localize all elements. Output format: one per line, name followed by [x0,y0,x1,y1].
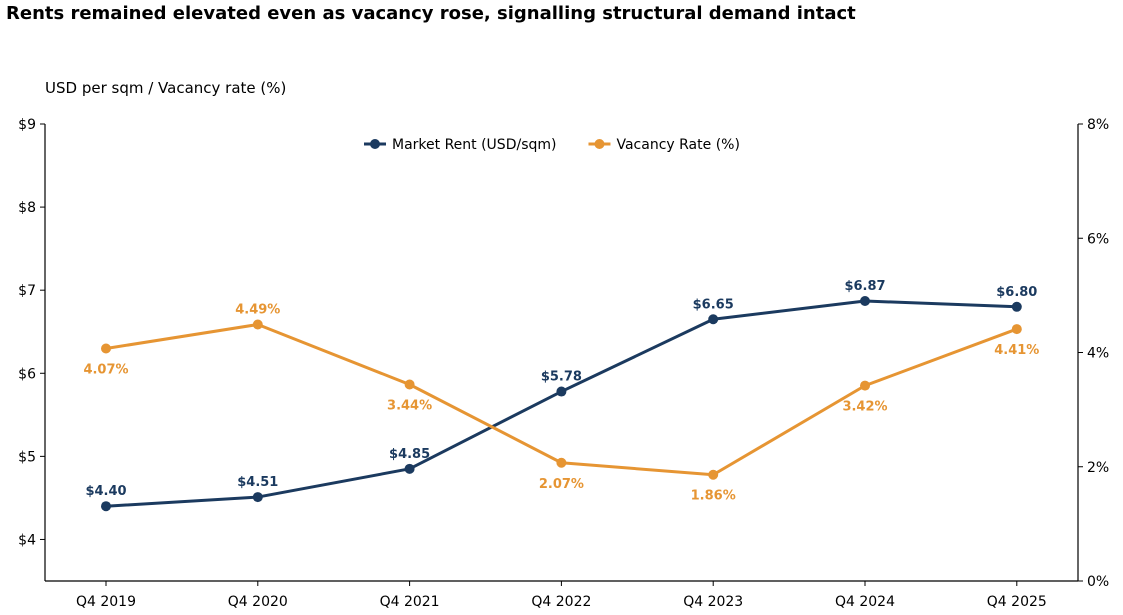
data-label: 4.07% [83,363,128,378]
series-market-rent: $4.40 $4.51 $4.85 $5.78 $6.65 $6.87 $6.80 [85,279,1037,512]
legend-label: Market Rent (USD/sqm) [392,137,556,153]
right-tick-label: 0% [1087,574,1109,590]
left-tick-label: $7 [18,283,36,299]
x-tick-label: Q4 2022 [531,594,591,610]
data-label: $6.65 [693,297,734,312]
legend-item-market-rent: Market Rent (USD/sqm) [364,137,556,153]
right-axis-ticks: 0% 2% 4% 6% 8% [1078,117,1109,590]
legend-swatch-marker [370,139,380,149]
y-axis-title: USD per sqm / Vacancy rate (%) [45,79,286,97]
right-tick-label: 2% [1087,460,1109,476]
legend: Market Rent (USD/sqm) Vacancy Rate (%) [364,137,740,153]
chart-title: Rents remained elevated even as vacancy … [6,3,856,24]
series-layer: $4.40 $4.51 $4.85 $5.78 $6.65 $6.87 $6.80 4.07%… [83,279,1039,512]
x-tick-label: Q4 2023 [683,594,743,610]
data-label: 2.07% [539,477,584,492]
left-axis-ticks: $4 $5 $6 $7 $8 $9 [18,117,45,548]
data-point [860,380,870,391]
data-label: 4.41% [994,343,1039,358]
data-label: $6.87 [844,279,885,294]
data-point [101,501,111,512]
data-point [708,469,719,480]
axes [44,124,1079,582]
data-label: $6.80 [996,285,1037,300]
data-point [1011,301,1022,312]
data-point [860,295,870,306]
x-tick-label: Q4 2021 [380,594,440,610]
data-point [556,386,567,397]
data-point [252,492,263,503]
right-tick-label: 8% [1087,117,1109,133]
data-label: $4.40 [85,484,126,499]
data-point [708,314,719,325]
x-tick-label: Q4 2019 [76,594,136,610]
left-tick-label: $5 [18,449,36,465]
data-point [101,343,111,354]
data-label: 3.44% [387,398,432,413]
data-label: 1.86% [691,489,736,504]
left-tick-label: $4 [18,532,36,548]
legend-item-vacancy-rate: Vacancy Rate (%) [588,137,740,153]
left-tick-label: $6 [18,366,36,382]
legend-label: Vacancy Rate (%) [616,137,739,153]
x-axis-ticks: Q4 2019 Q4 2020 Q4 2021 Q4 2022 Q4 2023 Q4 20… [76,581,1047,610]
series-vacancy-rate: 4.07% 4.49% 3.44% 2.07% 1.86% 3.42% 4.41% [83,303,1039,504]
data-label: $4.85 [389,447,430,462]
data-point [556,457,567,468]
legend-swatch-marker [594,139,605,149]
left-tick-label: $8 [18,200,36,216]
left-tick-label: $9 [18,117,36,133]
data-label: 4.49% [235,303,280,318]
data-point [252,319,263,330]
x-tick-label: Q4 2024 [835,594,895,610]
data-label: 3.42% [842,400,887,415]
right-tick-label: 6% [1087,231,1109,247]
right-tick-label: 4% [1087,346,1109,362]
data-label: $4.51 [237,475,278,490]
data-point [1011,324,1022,335]
data-point [404,379,415,390]
x-tick-label: Q4 2025 [987,594,1047,610]
data-point [404,463,415,474]
data-label: $5.78 [541,370,582,385]
x-tick-label: Q4 2020 [228,594,288,610]
